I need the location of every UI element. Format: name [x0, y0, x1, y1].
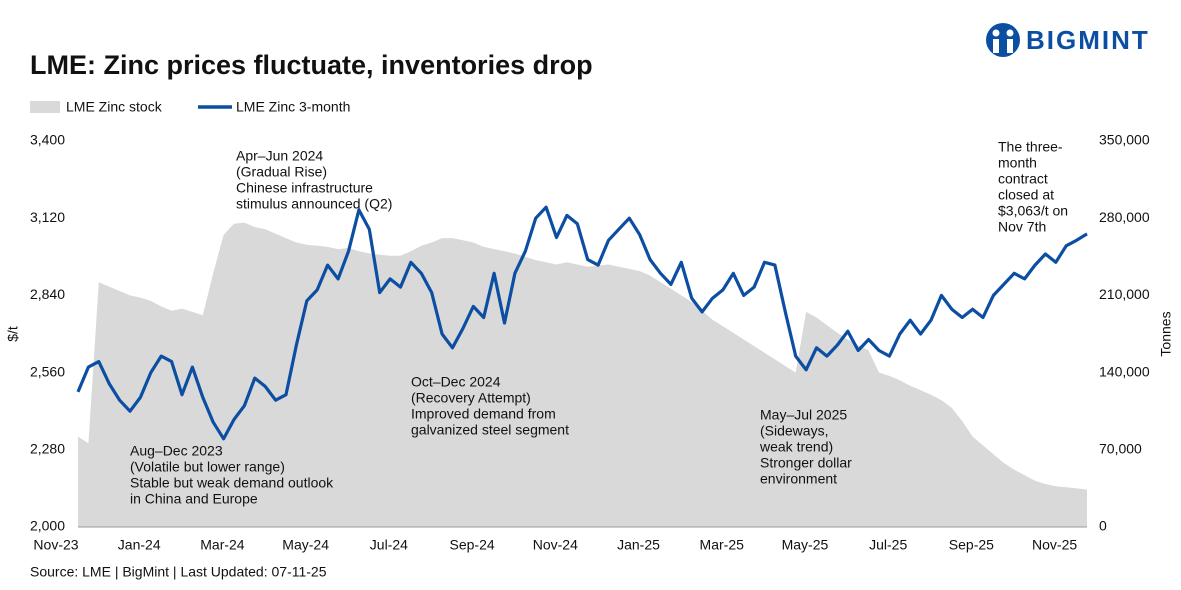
- x-tick-label: Mar-24: [200, 537, 245, 553]
- legend: LME Zinc stock LME Zinc 3-month: [30, 99, 350, 115]
- legend-label: LME Zinc stock: [66, 99, 163, 115]
- annotation: stimulus announced (Q2): [236, 196, 392, 212]
- x-tick-label: Mar-25: [700, 537, 745, 553]
- logo: BIGMINT: [986, 23, 1150, 57]
- y-tick-label: 2,560: [30, 363, 65, 379]
- annotation: closed at: [998, 187, 1054, 203]
- x-tick-label: Jul-25: [869, 537, 907, 553]
- annotation: month: [998, 155, 1037, 171]
- y2-tick-label: 140,000: [1099, 363, 1150, 379]
- chart-title: LME: Zinc prices fluctuate, inventories …: [30, 50, 593, 80]
- annotation: Apr–Jun 2024: [236, 148, 323, 164]
- y-tick-label: 2,840: [30, 286, 65, 302]
- annotation: in China and Europe: [130, 491, 258, 507]
- y-tick-label: 2,280: [30, 441, 65, 457]
- y-axis-label: $/t: [5, 326, 21, 342]
- y2-tick-label: 350,000: [1099, 132, 1150, 148]
- annotation: Stronger dollar: [760, 455, 852, 471]
- annotation: (Volatile but lower range): [130, 459, 285, 475]
- logo-icon-bar: [1007, 39, 1013, 53]
- annotation: Nov 7th: [998, 219, 1046, 235]
- x-tick-label: Nov-23: [33, 537, 78, 553]
- annotation: Improved demand from: [411, 406, 556, 422]
- logo-icon-dot: [1006, 29, 1014, 37]
- annotation: Oct–Dec 2024: [411, 374, 501, 390]
- price-line: [76, 205, 1088, 441]
- x-tick-label: Jan-24: [118, 537, 161, 553]
- logo-icon-dot: [992, 29, 1000, 37]
- brand: BIGMINT: [1026, 25, 1150, 55]
- annotation: galvanized steel segment: [411, 422, 569, 438]
- annotation: May–Jul 2025: [760, 407, 847, 423]
- source: Source: LME | BigMint | Last Updated: 07…: [30, 564, 327, 580]
- stock-area: [78, 222, 1087, 527]
- y2-axis-label: Tonnes: [1158, 311, 1174, 356]
- annotation: (Gradual Rise): [236, 164, 327, 180]
- x-tick-label: Nov-24: [533, 537, 578, 553]
- x-tick-label: Sep-24: [450, 537, 495, 553]
- y2-tick-label: 280,000: [1099, 209, 1150, 225]
- y2-tick-label: 70,000: [1099, 441, 1142, 457]
- annotation: Aug–Dec 2023: [130, 443, 223, 459]
- x-tick-label: Sep-25: [949, 537, 994, 553]
- x-tick-label: Jul-24: [370, 537, 408, 553]
- annotation: Stable but weak demand outlook: [130, 475, 334, 491]
- x-tick-label: May-25: [782, 537, 829, 553]
- y2-tick-label: 210,000: [1099, 286, 1150, 302]
- x-tick-label: Nov-25: [1032, 537, 1077, 553]
- annotation: environment: [760, 471, 837, 487]
- annotation: (Sideways,: [760, 423, 828, 439]
- annotation: contract: [998, 171, 1048, 187]
- y-tick-label: 3,120: [30, 209, 65, 225]
- logo-icon: [986, 23, 1020, 57]
- annotation: The three-: [998, 139, 1063, 155]
- annotation: (Recovery Attempt): [411, 390, 531, 406]
- legend-label: LME Zinc 3-month: [236, 99, 350, 115]
- legend-swatch: [30, 101, 60, 113]
- annotation: $3,063/t on: [998, 203, 1068, 219]
- x-tick-label: May-24: [282, 537, 329, 553]
- annotation: Chinese infrastructure: [236, 180, 373, 196]
- y-tick-label: 2,000: [30, 518, 65, 534]
- annotation: weak trend): [759, 439, 833, 455]
- x-tick-label: Jan-25: [617, 537, 660, 553]
- y2-tick-label: 0: [1099, 518, 1107, 534]
- y-tick-label: 3,400: [30, 132, 65, 148]
- logo-icon-bar: [993, 39, 999, 53]
